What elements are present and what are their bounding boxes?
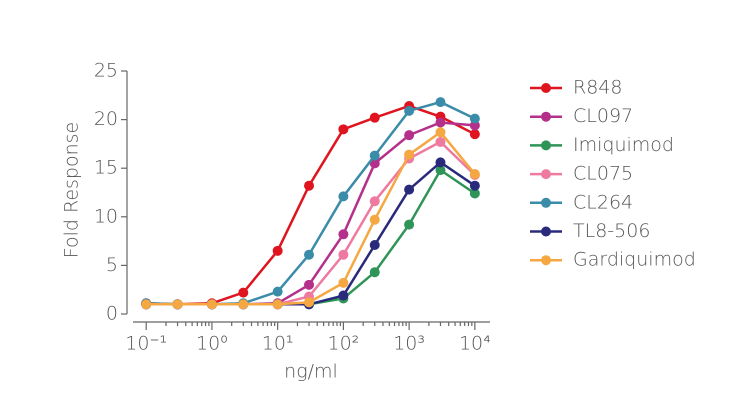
- legend-label: CL097: [573, 105, 633, 127]
- data-point: [141, 299, 152, 310]
- data-point: [338, 290, 349, 301]
- y-tick-label: 5: [106, 254, 118, 276]
- data-point: [172, 299, 183, 310]
- x-tick-label: 10⁴: [459, 333, 491, 355]
- data-point: [435, 97, 446, 108]
- x-tick-label: 10¹: [262, 333, 294, 355]
- data-point: [338, 249, 349, 260]
- data-point: [469, 113, 480, 124]
- data-point: [338, 191, 349, 202]
- data-point: [272, 245, 283, 256]
- legend-label: R848: [573, 77, 622, 99]
- data-point: [369, 214, 380, 225]
- data-point: [304, 180, 315, 191]
- series-line: [146, 100, 476, 306]
- legend-marker: [541, 140, 551, 151]
- data-point: [435, 136, 446, 147]
- data-point: [338, 229, 349, 240]
- series-line: [146, 140, 476, 306]
- legend-marker: [541, 169, 551, 180]
- data-point: [469, 169, 480, 180]
- data-point: [272, 286, 283, 297]
- y-tick-label: 25: [94, 60, 118, 82]
- data-point: [435, 165, 446, 176]
- x-tick-label: 10³: [393, 333, 425, 355]
- data-point: [435, 117, 446, 128]
- x-tick-label: 10⁻¹: [125, 333, 167, 355]
- x-tick-label: 10⁰: [196, 333, 228, 355]
- data-point: [404, 149, 415, 160]
- data-point: [338, 277, 349, 288]
- legend-label: Imiquimod: [573, 134, 674, 156]
- y-axis-label: Fold Response: [61, 122, 83, 259]
- data-point: [435, 127, 446, 138]
- y-tick-label: 10: [94, 205, 118, 227]
- data-point: [469, 129, 480, 140]
- legend-label: CL264: [573, 191, 633, 213]
- data-point: [304, 279, 315, 290]
- data-point: [304, 297, 315, 308]
- data-point: [404, 219, 415, 230]
- data-point: [304, 249, 315, 260]
- x-tick-label: 10²: [327, 333, 359, 355]
- legend-marker: [541, 197, 551, 208]
- legend-marker: [541, 111, 551, 122]
- data-point: [369, 196, 380, 207]
- data-point: [238, 287, 249, 298]
- data-point: [369, 150, 380, 161]
- data-point: [404, 130, 415, 141]
- legend-label: Gardiquimod: [573, 249, 696, 271]
- data-point: [369, 239, 380, 250]
- series-line: [146, 104, 476, 306]
- legend-marker: [541, 226, 551, 237]
- data-point: [469, 180, 480, 191]
- legend-label: CL075: [573, 163, 633, 185]
- legend-label: TL8-506: [573, 220, 650, 242]
- y-tick-label: 20: [94, 108, 118, 130]
- series-line: [146, 130, 476, 306]
- data-point: [238, 299, 249, 310]
- data-point: [206, 299, 217, 310]
- data-point: [338, 124, 349, 135]
- data-point: [404, 184, 415, 195]
- data-point: [369, 267, 380, 278]
- y-tick-label: 15: [94, 157, 118, 179]
- data-point: [272, 299, 283, 310]
- data-point: [435, 157, 446, 168]
- data-point: [404, 105, 415, 116]
- data-point: [369, 112, 380, 123]
- y-tick-label: 0: [106, 303, 118, 325]
- data-point: [469, 188, 480, 199]
- x-axis-label: ng/ml: [284, 361, 338, 383]
- legend-marker: [541, 83, 551, 93]
- legend-marker: [541, 255, 551, 266]
